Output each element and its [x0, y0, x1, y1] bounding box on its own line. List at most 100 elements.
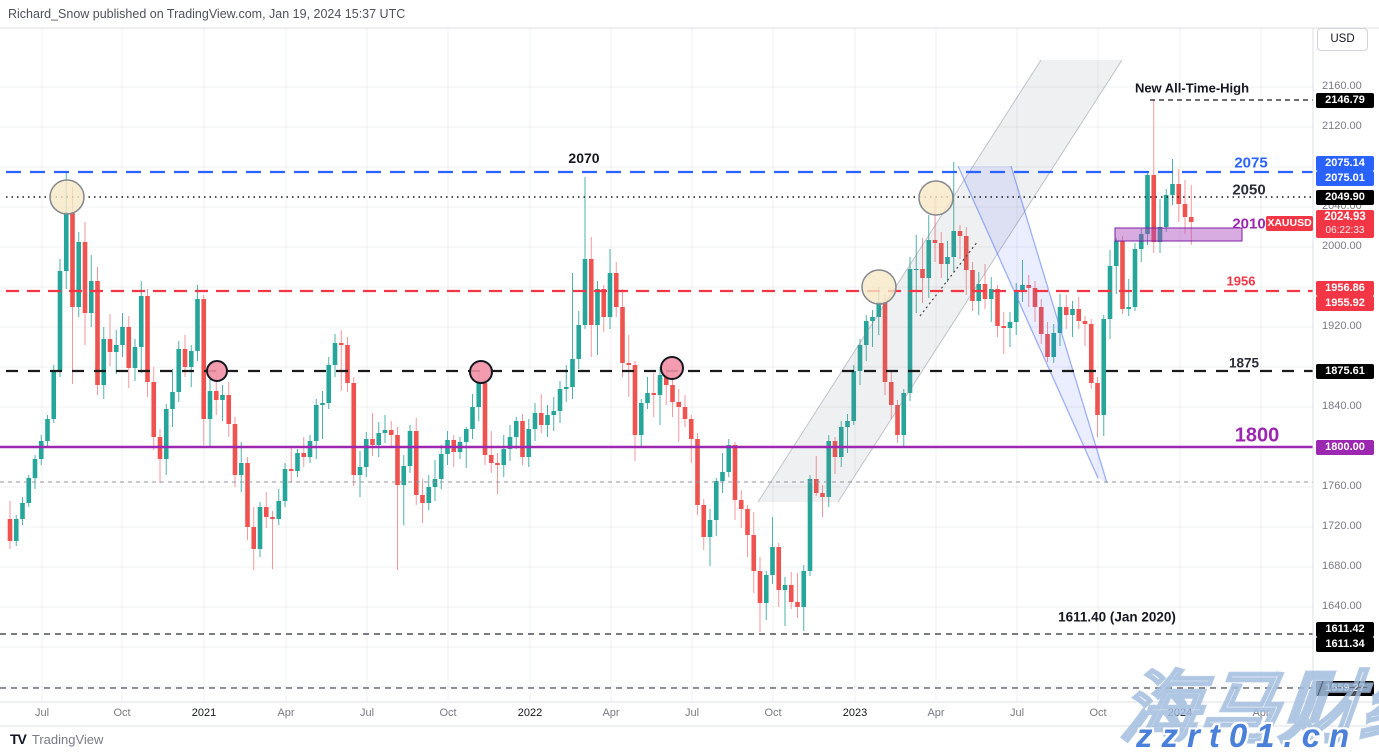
- marker-circle: [918, 180, 954, 216]
- candle-body: [1057, 307, 1063, 333]
- candle-body: [1151, 175, 1157, 242]
- candle-body: [207, 391, 213, 419]
- candle-body: [945, 257, 950, 264]
- level-1956-label: 1956: [1226, 273, 1256, 289]
- time-axis-label: 2021: [191, 707, 217, 719]
- candle-body: [426, 487, 432, 503]
- candle-body: [1045, 334, 1050, 357]
- candle-body: [695, 439, 700, 505]
- candle-body: [463, 429, 469, 442]
- time-axis-label: Jul: [359, 707, 375, 719]
- candle-body: [401, 466, 407, 485]
- marker-circle: [861, 269, 897, 305]
- candle-body: [1157, 227, 1163, 242]
- candle-body: [182, 349, 188, 367]
- price-badge: 2075.01: [1316, 170, 1374, 186]
- candle-body: [726, 445, 732, 472]
- candle-body: [395, 435, 400, 485]
- candle-body: [138, 296, 144, 347]
- candle-body: [170, 392, 175, 409]
- price-badge: 1800.00: [1316, 439, 1374, 455]
- candle-body: [1182, 204, 1188, 217]
- candle-body: [938, 243, 944, 264]
- candle-body: [126, 327, 132, 368]
- candle-body: [326, 365, 332, 403]
- candle-body: [1051, 333, 1057, 357]
- price-axis-label: 1920.00: [1322, 320, 1362, 332]
- time-axis-label: 2024: [1167, 707, 1193, 719]
- candle-body: [870, 317, 875, 321]
- candle-body: [738, 500, 744, 509]
- time-axis-label: Oct: [764, 707, 782, 719]
- level-2010-label: 2010: [1232, 215, 1266, 233]
- price-badge: 2049.90: [1316, 189, 1374, 205]
- tradingview-logo-icon[interactable]: TV: [10, 731, 27, 747]
- candle-body: [963, 236, 969, 270]
- tradingview-brand-link[interactable]: TradingView: [31, 731, 104, 747]
- currency-toggle-button[interactable]: USD: [1317, 28, 1368, 51]
- candle-body: [7, 519, 13, 541]
- current-price-badge: 2024.93 06:22:33: [1316, 210, 1374, 238]
- marker-circle: [206, 360, 228, 382]
- watermark-url-text: zzrt01.cn: [1136, 717, 1359, 754]
- candle-body: [257, 507, 263, 549]
- candle-body: [201, 299, 207, 419]
- candle-body: [882, 302, 888, 382]
- candle-body: [251, 527, 257, 549]
- price-axis-label: 1720.00: [1322, 520, 1362, 532]
- candle-body: [1088, 324, 1094, 383]
- time-axis-label: 2023: [842, 707, 868, 719]
- price-axis-label: 1680.00: [1322, 560, 1362, 572]
- candle-body: [795, 602, 800, 607]
- descending-channel-edge: [1010, 165, 1108, 484]
- candle-body: [995, 289, 1000, 326]
- candle-body: [388, 430, 394, 435]
- candle-body: [1188, 217, 1194, 222]
- candle-body: [1145, 175, 1150, 234]
- candle-body: [1120, 241, 1125, 309]
- candle-body: [707, 520, 713, 537]
- candle-body: [70, 212, 75, 307]
- candle-body: [363, 439, 369, 467]
- ascending-channel-edge: [757, 59, 1042, 503]
- candle-body: [495, 463, 500, 465]
- candle-body: [151, 382, 157, 437]
- candle-body: [757, 571, 763, 603]
- candle-body: [951, 231, 957, 257]
- candle-body: [663, 375, 669, 385]
- candle-body: [913, 269, 919, 270]
- price-axis-label: 2120.00: [1322, 120, 1362, 132]
- candle-body: [351, 383, 357, 475]
- candle-body: [651, 393, 657, 395]
- jan2020-low-label: 1611.40 (Jan 2020): [1058, 609, 1176, 625]
- candle-body: [782, 585, 788, 590]
- candle-body: [688, 419, 694, 439]
- candle-body: [876, 302, 882, 317]
- price-badge: 2075.14: [1316, 155, 1374, 171]
- candle-body: [751, 535, 757, 571]
- candle-body: [82, 242, 88, 313]
- candle-body: [320, 403, 325, 405]
- time-axis-label: Oct: [1089, 707, 1107, 719]
- candle-body: [270, 517, 275, 519]
- descending-channel-edge: [957, 165, 1099, 479]
- candle-body: [976, 284, 982, 301]
- candle-body: [851, 371, 857, 421]
- candle-body: [551, 411, 557, 415]
- candle-body: [382, 430, 388, 433]
- candle-body: [807, 479, 813, 571]
- marker-circle: [469, 360, 493, 384]
- candle-body: [20, 503, 25, 519]
- candle-body: [626, 363, 632, 365]
- level-2075-label: 2075: [1234, 154, 1268, 172]
- candle-body: [26, 478, 32, 503]
- candle-body: [670, 385, 675, 402]
- candle-body: [676, 402, 682, 407]
- candle-body: [545, 415, 550, 425]
- candle-body: [288, 469, 294, 471]
- candle-body: [1095, 383, 1100, 415]
- candle-body: [163, 409, 169, 459]
- candle-body: [801, 571, 807, 607]
- candle-body: [745, 509, 750, 535]
